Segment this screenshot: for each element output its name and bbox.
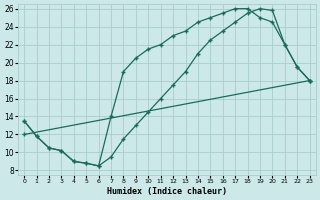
X-axis label: Humidex (Indice chaleur): Humidex (Indice chaleur) — [107, 187, 227, 196]
